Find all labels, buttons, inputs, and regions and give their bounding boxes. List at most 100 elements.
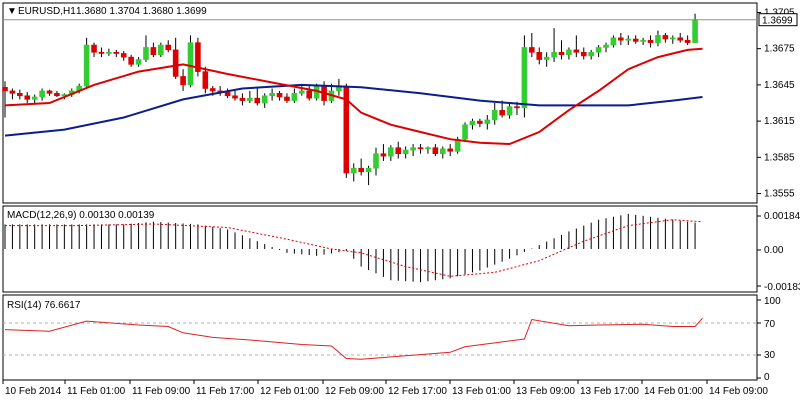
candle-body (209, 88, 216, 92)
time-tick-label: 11 Feb 17:00 (196, 386, 255, 397)
candle-body (610, 37, 617, 46)
rsi-axis: 100 70 30 0 (757, 296, 781, 383)
macd-panel: MACD(12,26,9) 0.00130 0.00139 0.00184 0.… (4, 210, 800, 293)
price-panel: 1.3705 1.3675 1.3645 1.3615 1.3585 1.3555 1.3… (2, 6, 798, 200)
price-tick-label: 1.3585 (764, 152, 795, 163)
symbol-menu-icon[interactable]: ▼ (7, 6, 17, 17)
candle-body (388, 147, 394, 157)
last-price-marker (758, 13, 798, 27)
fast-moving-average-line (4, 47, 703, 146)
candle-body (514, 106, 520, 109)
candle-body (484, 119, 491, 124)
candle-body (350, 167, 357, 174)
macd-title: MACD(12,26,9) 0.00130 0.00139 (7, 210, 155, 221)
candle-body (202, 71, 209, 89)
candle-body (506, 106, 513, 116)
candle-body (135, 59, 142, 65)
time-tick-label: 12 Feb 01:00 (260, 386, 319, 397)
price-panel-frame (2, 2, 758, 204)
time-tick-label: 12 Feb 17:00 (388, 386, 447, 397)
candle-body (566, 49, 572, 56)
candle-body (499, 109, 505, 116)
candle-body (306, 90, 313, 99)
candle-body (677, 37, 684, 41)
rsi-panel: RSI(14) 76.6617 100 70 30 0 (3, 296, 781, 383)
candle-body (395, 147, 402, 155)
candle-body (158, 44, 164, 56)
candle-body (180, 76, 186, 86)
time-tick-label: 14 Feb 01:00 (644, 386, 703, 397)
candle-body (477, 120, 483, 124)
candle-body (298, 90, 305, 94)
rsi-tick-label: 30 (764, 350, 776, 361)
symbol-label: EURUSD,H1 (18, 6, 76, 17)
candle-body (46, 90, 53, 94)
candle-body (692, 19, 698, 43)
candle-body (120, 53, 127, 58)
candle-body (521, 47, 528, 109)
candle-body (580, 51, 587, 57)
candle-body (9, 90, 16, 94)
candle-body (640, 39, 646, 42)
rsi-tick-label: 100 (764, 296, 781, 307)
candle-body (588, 51, 594, 57)
candle-body (558, 51, 565, 56)
macd-panel-frame (2, 205, 758, 293)
candle-body (276, 93, 283, 98)
candle-body (432, 147, 439, 155)
candle-body (684, 39, 691, 43)
candle-body (373, 153, 379, 169)
candle-body (491, 109, 498, 121)
candle-body (536, 51, 543, 60)
candle-body (17, 93, 23, 97)
candle-body (39, 90, 45, 98)
macd-axis: 0.00184 0.00 -0.00183 (757, 211, 800, 293)
price-axis: 1.3705 1.3675 1.3645 1.3615 1.3585 1.3555 (757, 7, 795, 200)
candle-body (187, 42, 194, 86)
time-tick-label: 13 Feb 09:00 (516, 386, 575, 397)
candle-body (269, 93, 275, 97)
candle-body (669, 37, 676, 40)
candle-body (224, 91, 231, 97)
candle-body (358, 167, 364, 173)
candle-body (529, 47, 535, 53)
candle-body (625, 38, 632, 41)
candle-body (2, 87, 8, 92)
candle-body (239, 97, 246, 101)
slow-moving-average-line (4, 83, 703, 137)
candle-body (573, 49, 580, 53)
candle-body (165, 44, 172, 51)
candle-body (439, 148, 446, 155)
rsi-title: RSI(14) 76.6617 (7, 300, 81, 311)
price-tick-label: 1.3555 (764, 189, 795, 200)
time-axis: 10 Feb 2014 11 Feb 01:00 11 Feb 09:00 11 Fe… (2, 380, 768, 397)
time-tick-label: 13 Feb 01:00 (452, 386, 511, 397)
candle-body (662, 35, 669, 40)
candle-body (603, 44, 609, 48)
candle-body (261, 95, 268, 104)
time-tick-label: 10 Feb 2014 (5, 386, 62, 397)
candle-body (83, 44, 90, 87)
candle-body (647, 39, 654, 43)
candle-body (98, 51, 105, 54)
time-tick-label: 11 Feb 01:00 (67, 386, 126, 397)
rsi-tick-label: 0 (764, 372, 770, 383)
candle-body (462, 124, 468, 140)
candle-body (150, 47, 157, 56)
candle-body (106, 51, 112, 54)
time-tick-label: 13 Feb 17:00 (580, 386, 639, 397)
rsi-panel-frame (2, 294, 758, 381)
price-tick-label: 1.3705 (764, 7, 795, 18)
macd-signal-line (5, 219, 703, 277)
candle-body (551, 51, 557, 58)
candle-body (402, 149, 409, 155)
candle-body (232, 95, 238, 99)
macd-tick-label: 0.00 (764, 245, 784, 256)
macd-tick-label: 0.00184 (764, 211, 800, 222)
candle-body (632, 38, 639, 42)
rsi-tick-label: 70 (764, 319, 776, 330)
price-tick-label: 1.3675 (764, 44, 795, 55)
candle-body (254, 97, 261, 104)
candle-body (410, 147, 416, 151)
